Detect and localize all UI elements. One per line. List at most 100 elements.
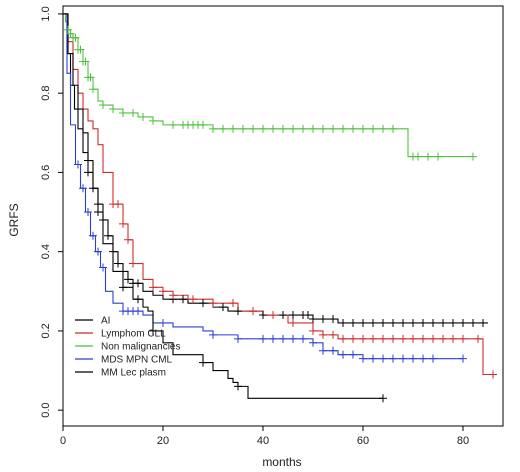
censor-mark-2-2 [119,219,127,228]
censor-mark-1-38 [459,318,467,327]
censor-mark-1-27 [349,318,357,327]
censor-mark-1-5 [109,247,117,256]
censor-mark-2-25 [419,334,427,343]
censor-mark-1-23 [309,315,317,324]
censor-mark-1-7 [119,267,127,276]
censor-mark-3-2 [84,208,92,217]
censor-mark-2-24 [409,334,417,343]
censor-mark-0-14 [129,108,137,117]
censor-mark-2-10 [229,299,237,308]
censor-mark-1-31 [389,318,397,327]
censor-mark-1-20 [289,311,297,320]
censor-mark-4-2 [94,208,102,217]
censor-mark-1-0 [84,168,92,177]
censor-mark-0-41 [389,124,397,133]
censor-mark-1-34 [419,318,427,327]
censor-mark-3-19 [319,346,327,355]
x-axis-label: months [262,455,301,469]
x-tick-label-80: 80 [457,435,469,447]
censor-mark-2-26 [429,334,437,343]
censor-mark-2-28 [449,334,457,343]
censor-mark-3-22 [349,350,357,359]
censor-mark-3-14 [269,334,277,343]
y-tick-label-0.6: 0.6 [40,165,52,180]
censor-mark-3-4 [94,247,102,256]
legend-label-2: Non malignancies [101,342,181,353]
series-line-0 [63,13,488,324]
censor-mark-1-6 [114,259,122,268]
censor-mark-3-24 [369,354,377,363]
censor-mark-2-4 [129,259,137,268]
censor-mark-0-11 [99,101,107,110]
censor-mark-2-7 [169,291,177,300]
censor-mark-1-14 [219,303,227,312]
censor-mark-2-17 [339,334,347,343]
censor-mark-0-44 [424,152,432,161]
censor-mark-3-16 [289,334,297,343]
censor-mark-3-15 [279,334,287,343]
censor-mark-0-9 [86,73,95,82]
censor-mark-3-10 [159,318,167,327]
censor-mark-0-23 [209,124,217,133]
censor-mark-1-15 [234,307,242,316]
x-tick-label-60: 60 [357,435,369,447]
censor-mark-1-10 [134,279,142,288]
censor-mark-3-28 [409,354,417,363]
censor-mark-0-39 [369,124,377,133]
censor-mark-1-36 [439,318,447,327]
x-tick-label-0: 0 [60,435,66,447]
censor-mark-2-23 [399,334,407,343]
censor-mark-0-35 [329,124,337,133]
censor-mark-3-13 [259,334,267,343]
censor-mark-0-29 [269,124,277,133]
censor-mark-1-26 [339,318,347,327]
censor-mark-0-7 [81,57,90,66]
censor-mark-0-5 [76,45,85,54]
censor-mark-1-13 [199,299,207,308]
series-line-3 [63,13,463,360]
censor-mark-3-20 [329,346,337,355]
censor-mark-1-28 [359,318,367,327]
censor-mark-2-3 [124,235,132,244]
censor-mark-1-22 [304,311,312,320]
censor-mark-2-31 [489,370,497,379]
censor-mark-3-12 [234,334,242,343]
censor-mark-2-18 [349,334,357,343]
series-line-4 [63,13,383,399]
censor-mark-3-3 [89,231,97,240]
censor-mark-3-23 [359,354,367,363]
censor-mark-0-22 [199,120,207,129]
y-tick-label-1: 1.0 [40,6,52,21]
censor-mark-0-30 [279,124,287,133]
censor-mark-1-8 [124,275,132,284]
censor-mark-1-37 [449,318,457,327]
censor-mark-1-40 [479,318,487,327]
censor-mark-3-1 [79,184,87,193]
censor-mark-0-43 [414,152,422,161]
censor-mark-4-0 [74,105,82,114]
censor-mark-2-12 [269,311,277,320]
censor-mark-4-4 [134,295,142,304]
censor-mark-3-11 [209,330,217,339]
censor-mark-2-27 [439,334,447,343]
censor-mark-2-6 [159,287,167,296]
censor-mark-3-0 [74,160,82,169]
censor-mark-1-39 [469,318,477,327]
censor-mark-3-17 [299,334,307,343]
censor-mark-1-30 [379,318,387,327]
censor-mark-1-24 [319,315,327,324]
censor-mark-0-16 [149,116,157,125]
x-tick-label-40: 40 [257,435,269,447]
x-tick-label-20: 20 [157,435,169,447]
censor-mark-2-19 [359,334,367,343]
censor-mark-2-13 [289,318,297,327]
censor-mark-2-16 [329,330,337,339]
censor-mark-0-10 [89,85,97,94]
censor-mark-0-26 [239,124,247,133]
legend: AI Lymphom CLL Non malignancies MDS MPN CML… [75,316,181,379]
censor-mark-1-35 [429,318,437,327]
censor-mark-0-31 [289,124,297,133]
censor-mark-1-29 [369,318,377,327]
censor-mark-2-9 [209,299,217,308]
